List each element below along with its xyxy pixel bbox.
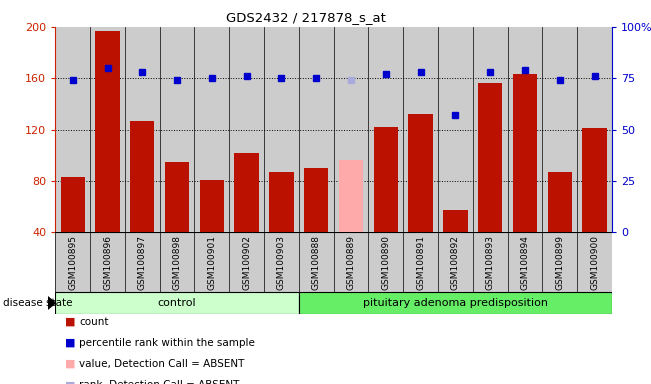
Text: ■: ■ — [65, 380, 76, 384]
Text: GDS2432 / 217878_s_at: GDS2432 / 217878_s_at — [226, 12, 386, 25]
Text: GSM100896: GSM100896 — [103, 235, 112, 290]
Text: GSM100901: GSM100901 — [208, 235, 216, 290]
Text: GSM100902: GSM100902 — [242, 235, 251, 290]
Bar — [55, 292, 299, 314]
Bar — [339, 161, 363, 232]
Text: GSM100898: GSM100898 — [173, 235, 182, 290]
Text: GSM100895: GSM100895 — [68, 235, 77, 290]
Text: GSM100893: GSM100893 — [486, 235, 495, 290]
Text: GSM100894: GSM100894 — [520, 235, 529, 290]
Text: pituitary adenoma predisposition: pituitary adenoma predisposition — [363, 298, 548, 308]
Text: GSM100888: GSM100888 — [312, 235, 321, 290]
Bar — [165, 162, 189, 232]
Text: ■: ■ — [65, 317, 76, 327]
Text: GSM100903: GSM100903 — [277, 235, 286, 290]
Text: GSM100889: GSM100889 — [346, 235, 355, 290]
Polygon shape — [48, 296, 55, 310]
Text: percentile rank within the sample: percentile rank within the sample — [79, 338, 255, 348]
Bar — [270, 172, 294, 232]
Text: count: count — [79, 317, 109, 327]
Bar — [299, 292, 612, 314]
Bar — [478, 83, 503, 232]
Text: ■: ■ — [65, 359, 76, 369]
Text: GSM100900: GSM100900 — [590, 235, 599, 290]
Text: GSM100890: GSM100890 — [381, 235, 391, 290]
Bar — [61, 177, 85, 232]
Text: rank, Detection Call = ABSENT: rank, Detection Call = ABSENT — [79, 380, 240, 384]
Bar — [513, 74, 537, 232]
Bar — [130, 121, 154, 232]
Text: control: control — [158, 298, 197, 308]
Bar — [443, 210, 467, 232]
Bar — [547, 172, 572, 232]
Text: GSM100897: GSM100897 — [138, 235, 147, 290]
Bar — [234, 153, 259, 232]
Bar — [583, 128, 607, 232]
Text: ■: ■ — [65, 338, 76, 348]
Text: GSM100891: GSM100891 — [416, 235, 425, 290]
Text: GSM100899: GSM100899 — [555, 235, 564, 290]
Text: value, Detection Call = ABSENT: value, Detection Call = ABSENT — [79, 359, 245, 369]
Bar — [374, 127, 398, 232]
Bar — [408, 114, 433, 232]
Text: disease state: disease state — [3, 298, 73, 308]
Bar — [200, 180, 224, 232]
Bar — [95, 31, 120, 232]
Text: GSM100892: GSM100892 — [451, 235, 460, 290]
Bar — [304, 168, 328, 232]
